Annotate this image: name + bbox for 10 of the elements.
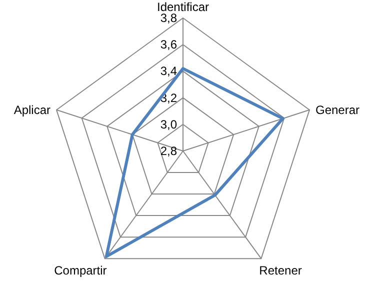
spoke-label: Identificar <box>156 0 210 14</box>
spoke-label: Retener <box>259 264 302 278</box>
y-tick-label: 3,4 <box>160 64 178 78</box>
y-tick-label: 3,8 <box>160 11 178 25</box>
y-tick-label: 3,6 <box>160 38 178 52</box>
y-tick-label: 3,0 <box>160 117 178 132</box>
spoke-label: Aplicar <box>14 102 51 117</box>
spoke-label: Compartir <box>54 264 107 278</box>
spoke-label: Generar <box>315 102 360 117</box>
y-tick-label: 2,8 <box>160 144 178 158</box>
